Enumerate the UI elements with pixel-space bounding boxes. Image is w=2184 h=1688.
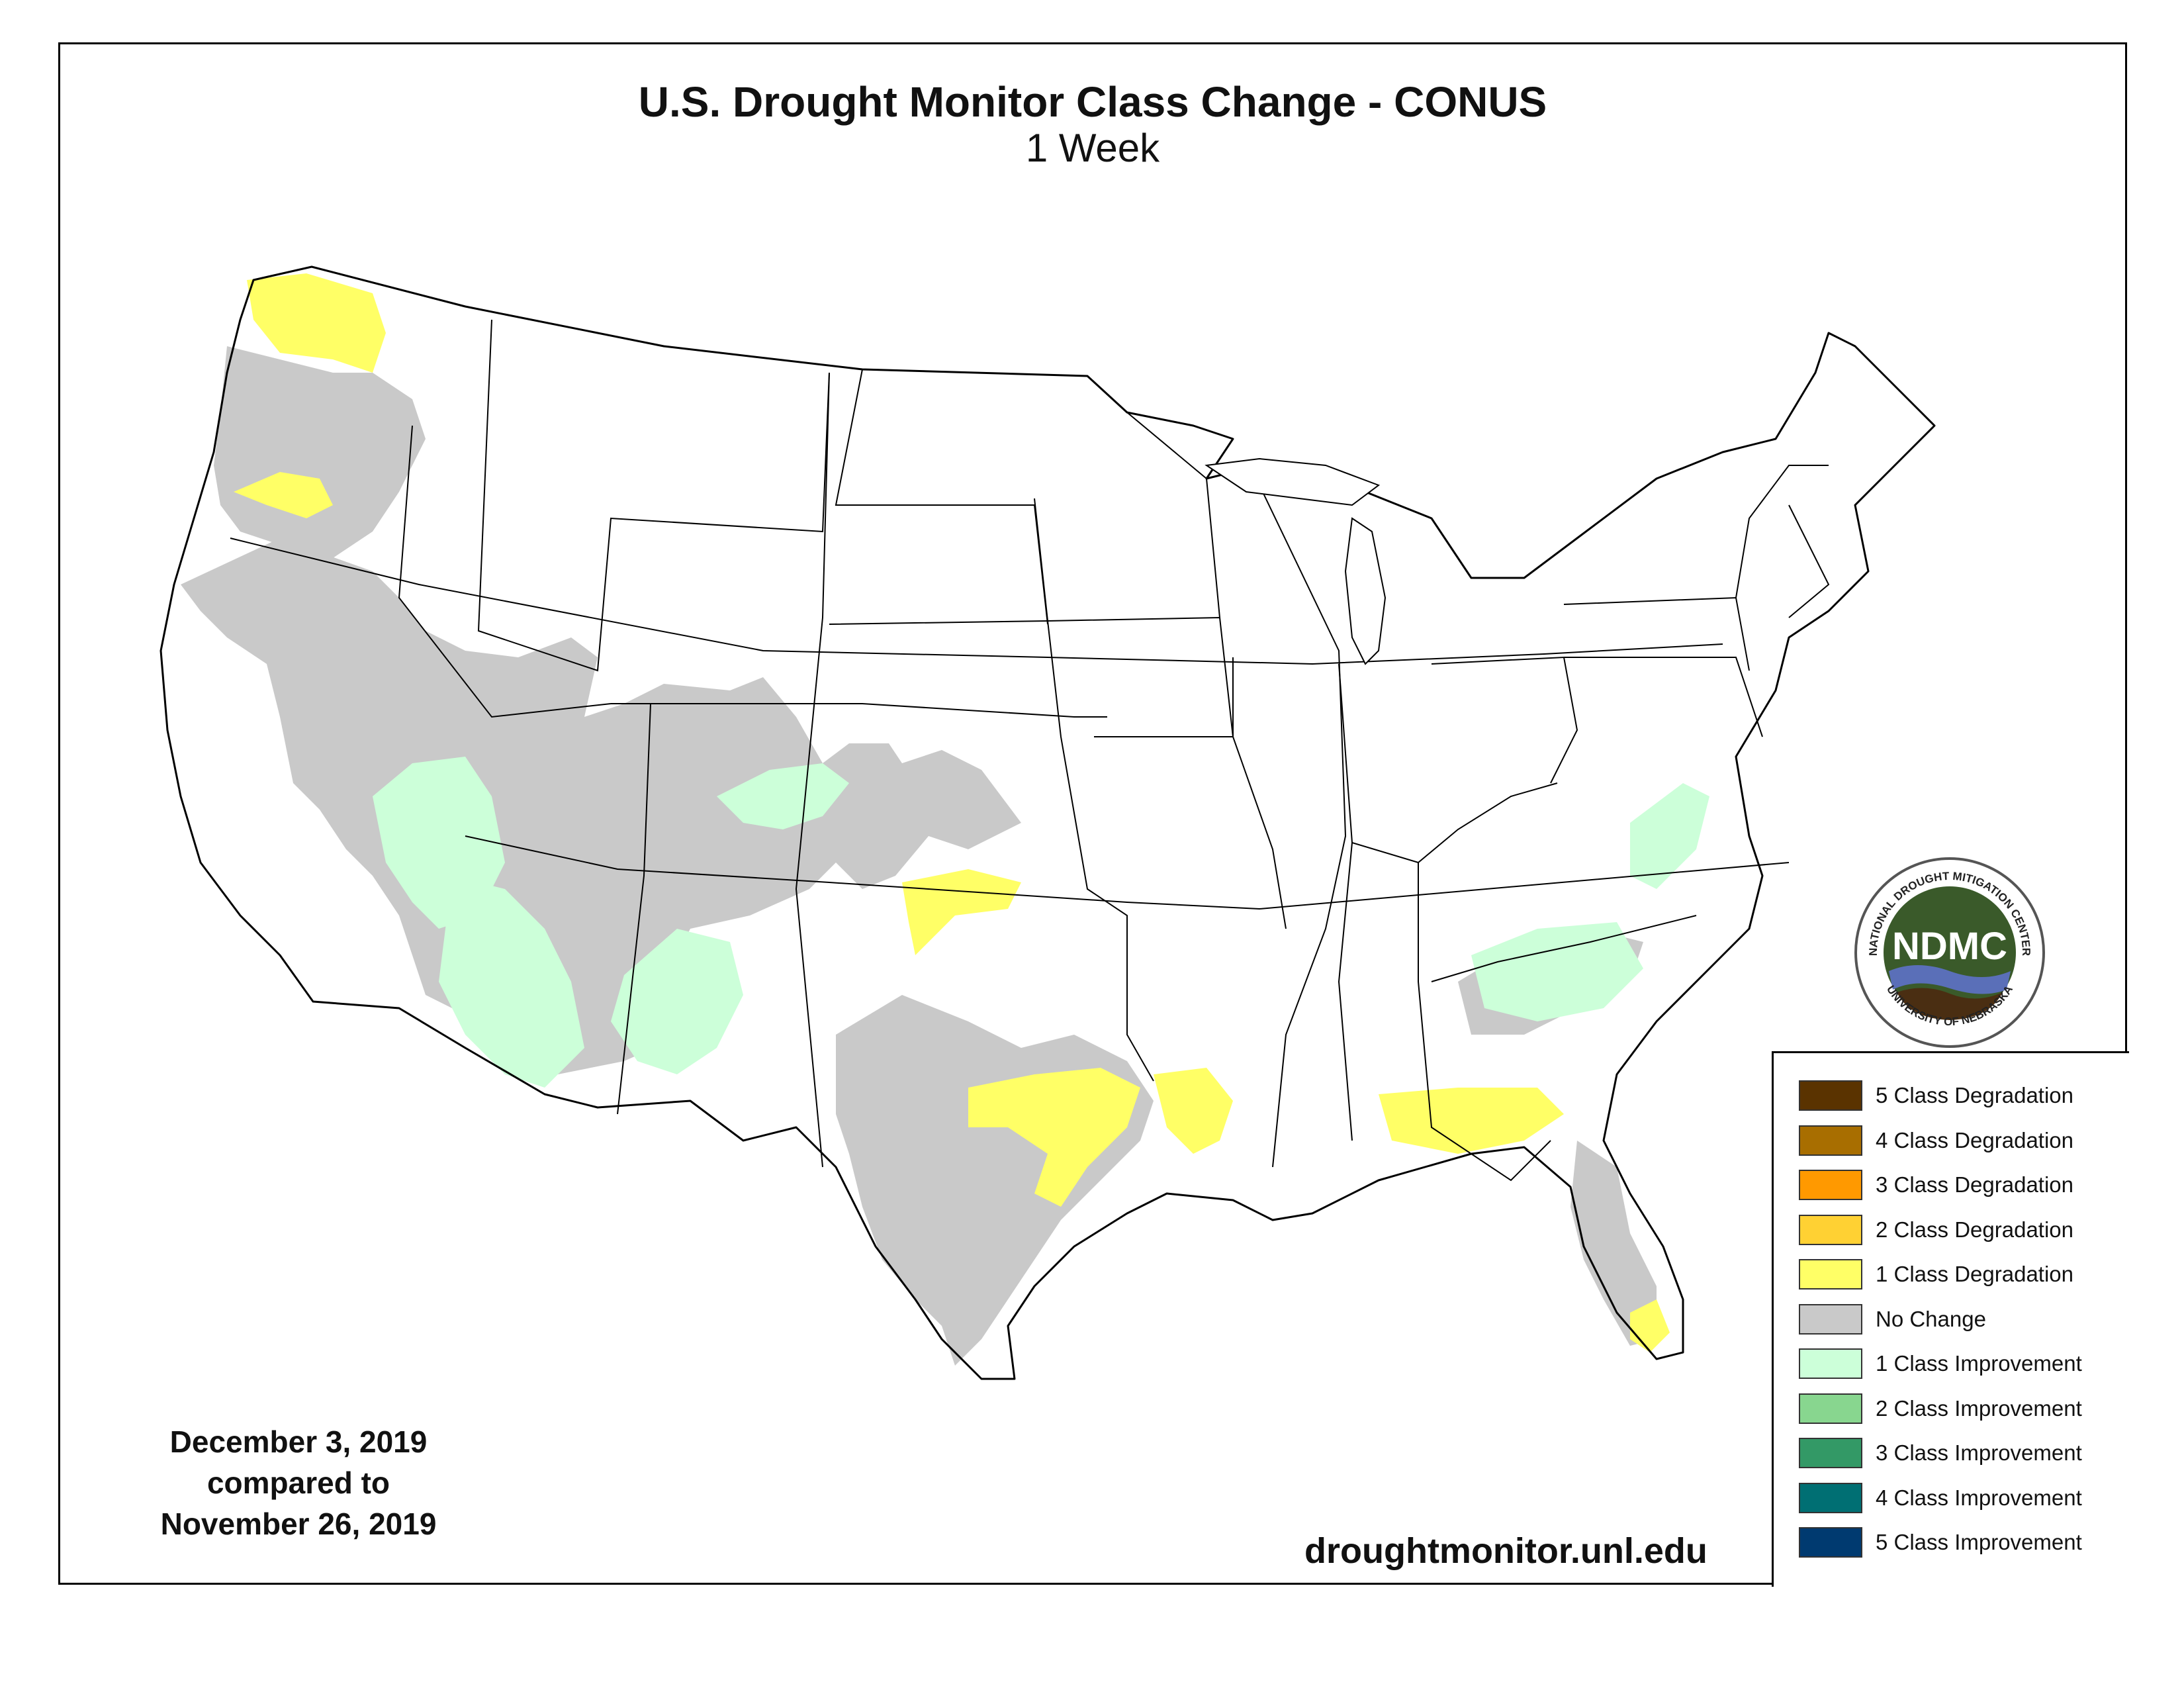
legend-label: 3 Class Degradation	[1876, 1172, 2073, 1197]
website-url: droughtmonitor.unl.edu	[1304, 1531, 1707, 1571]
conus-map	[159, 265, 1936, 1380]
legend-label: 1 Class Improvement	[1876, 1351, 2082, 1376]
legend-label: 1 Class Degradation	[1876, 1262, 2073, 1286]
legend-label: 3 Class Improvement	[1876, 1440, 2082, 1465]
map-frame: U.S. Drought Monitor Class Change - CONU…	[58, 42, 2129, 1587]
legend-item: 2 Class Improvement	[1799, 1391, 2082, 1426]
legend-label: 4 Class Improvement	[1876, 1485, 2082, 1510]
degradation-regions	[234, 273, 1670, 1352]
no-change-region-pacific-nw	[214, 346, 426, 558]
legend-item: 5 Class Improvement	[1799, 1525, 2082, 1560]
date-comparison: December 3, 2019 compared to November 26…	[87, 1421, 510, 1544]
legend-swatch	[1799, 1259, 1862, 1289]
date-previous: November 26, 2019	[160, 1507, 437, 1541]
legend-label: 5 Class Degradation	[1876, 1083, 2073, 1107]
legend-item: 4 Class Degradation	[1799, 1123, 2073, 1158]
no-change-region-west	[181, 538, 1021, 1074]
date-compared-to: compared to	[206, 1466, 390, 1500]
no-change-region-texas	[836, 995, 1154, 1366]
degradation-region-oregon	[234, 472, 333, 518]
map-subtitle: 1 Week	[1025, 126, 1160, 170]
legend-item: 3 Class Improvement	[1799, 1436, 2082, 1470]
date-current: December 3, 2019	[169, 1425, 428, 1459]
legend-swatch	[1799, 1303, 1862, 1335]
legend-label: 2 Class Degradation	[1876, 1217, 2073, 1242]
legend-item: 5 Class Degradation	[1799, 1078, 2073, 1113]
improvement-region-colorado	[717, 763, 849, 829]
degradation-region-louisiana	[1154, 1068, 1233, 1154]
legend-label: 5 Class Improvement	[1876, 1530, 2082, 1554]
legend-swatch	[1799, 1527, 1862, 1558]
legend-item: 1 Class Degradation	[1799, 1257, 2073, 1291]
legend-item: 3 Class Degradation	[1799, 1168, 2073, 1202]
ndmc-logo: NDMC NATIONAL DROUGHT MITIGATION CENTER …	[1854, 857, 2045, 1048]
lake-michigan	[1344, 517, 1387, 665]
legend-item: 1 Class Improvement	[1799, 1346, 2082, 1381]
legend-swatch	[1799, 1080, 1862, 1111]
degradation-region-kansas-ok	[902, 869, 1021, 955]
map-title: U.S. Drought Monitor Class Change - CONU…	[638, 78, 1547, 126]
state-boundaries	[230, 319, 1830, 1182]
legend-swatch	[1799, 1393, 1862, 1424]
legend-swatch	[1799, 1170, 1862, 1200]
lake-superior	[1205, 457, 1381, 506]
improvement-region-carolinas	[1471, 922, 1643, 1021]
improvement-region-virginia	[1630, 783, 1709, 889]
legend-item: 2 Class Degradation	[1799, 1213, 2073, 1247]
degradation-region-washington	[247, 273, 386, 373]
legend-label: No Change	[1876, 1306, 1986, 1331]
improvement-regions	[373, 757, 1709, 1088]
legend-swatch	[1799, 1214, 1862, 1245]
degradation-region-gulf	[1379, 1088, 1564, 1154]
legend-swatch	[1799, 1348, 1862, 1379]
legend-item: No Change	[1799, 1302, 1986, 1336]
legend-swatch	[1799, 1438, 1862, 1468]
legend-label: 4 Class Degradation	[1876, 1127, 2073, 1152]
no-change-region-florida	[1570, 1141, 1657, 1346]
legend-label: 2 Class Improvement	[1876, 1395, 2082, 1421]
great-lakes	[1205, 457, 1387, 665]
legend: 5 Class Degradation 4 Class Degradation 3 …	[1772, 1051, 2129, 1587]
logo-abbr: NDMC	[1892, 925, 2007, 968]
legend-item: 4 Class Improvement	[1799, 1481, 2082, 1515]
legend-swatch	[1799, 1125, 1862, 1156]
conus-outline	[159, 265, 1936, 1380]
improvement-region-new-mexico	[611, 929, 743, 1074]
degradation-region-texas	[968, 1068, 1140, 1207]
legend-swatch	[1799, 1482, 1862, 1513]
improvement-region-arizona	[439, 876, 584, 1088]
